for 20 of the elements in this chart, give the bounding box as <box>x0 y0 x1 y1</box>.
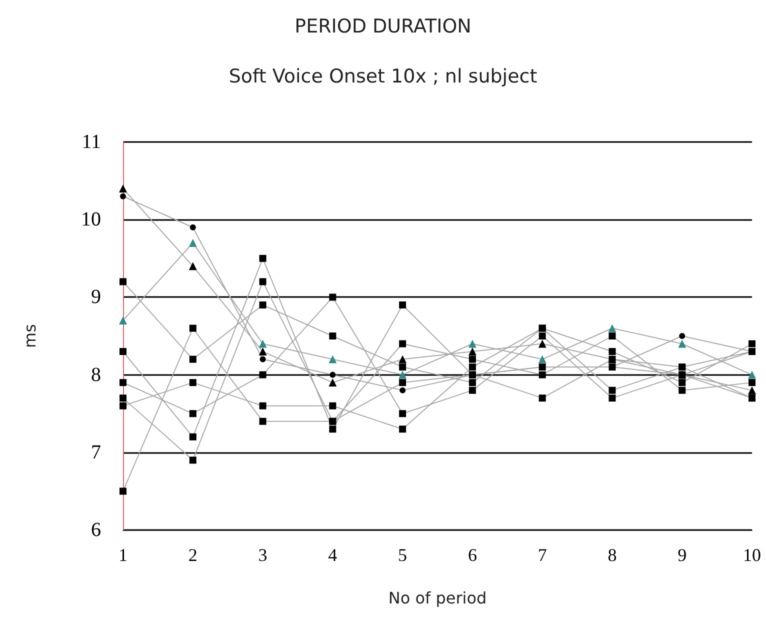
x-tick-label: 6 <box>468 545 477 565</box>
x-tick-label: 3 <box>258 545 268 565</box>
y-tick-label: 9 <box>91 286 101 308</box>
y-tick-label: 11 <box>82 131 101 153</box>
y-tick-label: 8 <box>91 364 101 386</box>
x-tick-label: 10 <box>743 545 761 565</box>
y-tick-label: 6 <box>91 519 101 541</box>
y-tick-label: 7 <box>91 441 101 464</box>
y-axis-title: ms <box>20 324 40 348</box>
x-tick-label: 8 <box>608 545 617 565</box>
x-axis-title: No of period <box>388 588 487 608</box>
x-tick-label: 7 <box>538 545 547 565</box>
y-tick-label: 10 <box>81 208 101 231</box>
x-tick-label: 5 <box>398 545 408 565</box>
chart-subtitle: Soft Voice Onset 10x ; nl subject <box>228 66 538 88</box>
x-tick-label: 2 <box>188 545 198 565</box>
chart-title: PERIOD DURATION <box>294 16 472 38</box>
x-tick-label: 9 <box>678 545 687 565</box>
x-tick-label: 4 <box>328 545 338 565</box>
x-tick-label: 1 <box>118 545 128 565</box>
